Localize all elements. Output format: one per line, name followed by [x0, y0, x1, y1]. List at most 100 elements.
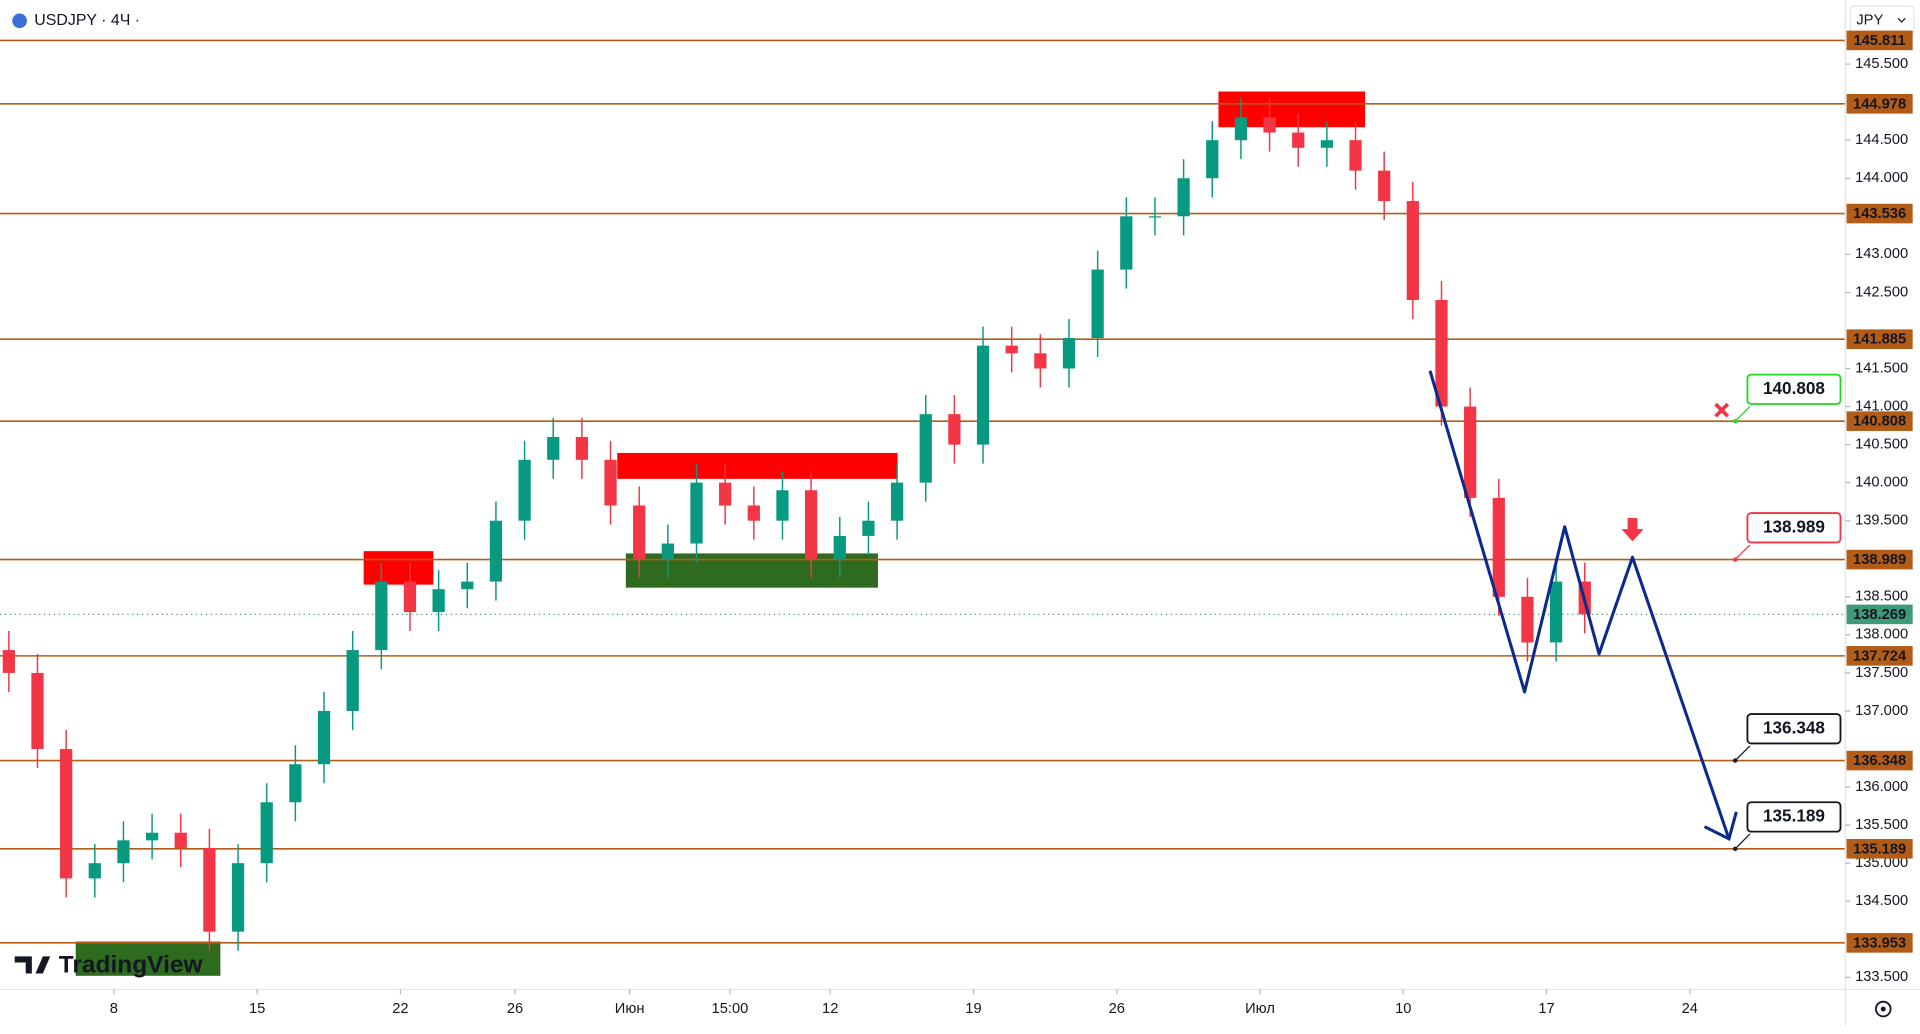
candle-body — [890, 482, 904, 521]
candle-body — [145, 832, 159, 841]
candle-body — [60, 749, 73, 879]
y-tick-label: 143.000 — [1855, 246, 1908, 262]
candle-body — [1034, 353, 1047, 369]
annotation-leader — [1734, 833, 1751, 850]
x-tick-label: 19 — [965, 1001, 981, 1017]
annotation-label: 140.808 — [1763, 378, 1825, 398]
y-tick-label: 138.500 — [1855, 589, 1908, 605]
level-label-box — [1846, 750, 1913, 771]
level-label-box — [1846, 94, 1913, 114]
level-label: 137.724 — [1853, 648, 1907, 664]
candle-body — [346, 650, 359, 711]
y-tick-label: 137.500 — [1855, 665, 1908, 681]
currency[interactable]: JPY — [1856, 13, 1883, 29]
candle-body — [432, 589, 445, 613]
candle-body — [1091, 269, 1104, 339]
candle-body — [604, 459, 617, 506]
candle-body — [117, 840, 130, 864]
candle-body — [862, 520, 875, 536]
symbol-header[interactable]: USDJPY · 4Ч · — [12, 12, 140, 29]
candle-body — [1263, 117, 1276, 133]
candle-body — [1435, 300, 1448, 407]
zone — [363, 551, 434, 585]
level-label: 138.989 — [1853, 552, 1906, 568]
annotation-anchor — [1732, 418, 1738, 424]
y-tick-label: 137.000 — [1855, 703, 1908, 719]
x-tick-label: 24 — [1682, 1001, 1698, 1017]
zone — [75, 941, 221, 976]
level-label: 144.978 — [1853, 96, 1906, 112]
level-label-box — [1846, 838, 1913, 859]
y-tick-label: 145.500 — [1855, 56, 1908, 72]
y-tick-label: 141.000 — [1855, 398, 1908, 414]
y-tick-label: 135.000 — [1855, 855, 1908, 871]
candle-body — [547, 436, 560, 460]
level-label: 143.536 — [1853, 206, 1906, 222]
last-price-box — [1846, 604, 1913, 625]
annotation-anchor — [1732, 846, 1738, 851]
candle-body — [317, 710, 331, 765]
level-label-box — [1846, 30, 1913, 51]
candle-body — [203, 847, 216, 932]
projection-arrowhead — [1703, 811, 1738, 842]
candle-body — [174, 832, 187, 848]
candle-body — [1062, 338, 1076, 369]
y-tick-label: 140.000 — [1855, 475, 1908, 491]
candle-body — [1206, 140, 1219, 179]
candle-body — [1177, 178, 1190, 217]
symbol-title[interactable]: USDJPY · 4Ч · — [34, 12, 140, 29]
candle-body — [88, 863, 101, 879]
y-tick-label: 142.500 — [1855, 284, 1908, 300]
y-tick-label: 144.500 — [1855, 132, 1908, 148]
y-tick-label: 136.000 — [1855, 779, 1908, 795]
candle-body — [375, 581, 388, 651]
projection-path — [1428, 370, 1731, 840]
dropdown-caret — [1897, 17, 1906, 23]
gear-icon[interactable] — [1875, 1000, 1892, 1018]
logo-text[interactable]: TradingView — [59, 952, 204, 979]
candle-body — [661, 543, 674, 559]
flag-icon — [12, 13, 27, 29]
settings-button[interactable] — [1875, 1000, 1892, 1018]
x-tick-label: 22 — [392, 1001, 408, 1017]
annotation-box — [1746, 713, 1842, 745]
candle-body — [1320, 140, 1333, 148]
candle-body — [1492, 497, 1505, 597]
candle-body — [1234, 117, 1248, 141]
candle-body — [1148, 216, 1162, 218]
level-label: 141.885 — [1853, 332, 1906, 348]
candle-body — [690, 482, 703, 544]
candle-body — [976, 345, 990, 445]
annotation-leader — [1734, 745, 1751, 762]
x-tick-label: 26 — [1109, 1001, 1125, 1017]
candle-body — [919, 414, 932, 483]
level-label-box — [1846, 646, 1913, 666]
candle-body — [575, 436, 589, 460]
y-tick-label: 134.500 — [1855, 893, 1908, 909]
level-label: 133.953 — [1853, 935, 1906, 951]
x-tick-label: Июн — [615, 1001, 645, 1017]
x-tick-label: 15 — [249, 1001, 265, 1017]
candle-body — [1378, 170, 1391, 202]
candle-body — [1292, 132, 1305, 148]
gear-center — [1880, 1006, 1886, 1012]
candle-body — [804, 490, 818, 559]
annotation-label: 135.189 — [1763, 805, 1825, 825]
logo[interactable]: TradingView — [14, 952, 204, 979]
annotation-box — [1746, 373, 1842, 405]
candle-body — [2, 650, 15, 673]
candle-body — [403, 581, 417, 613]
last-price-label: 138.269 — [1853, 607, 1906, 623]
candle-body — [747, 505, 760, 521]
candle-body — [260, 802, 273, 864]
annotation-anchor — [1732, 557, 1738, 562]
cancel-mark — [1714, 402, 1730, 418]
x-tick-label: 10 — [1395, 1001, 1411, 1017]
annotation-box — [1746, 801, 1842, 833]
candle-body — [1349, 140, 1362, 171]
x-tick-label: 8 — [110, 1001, 118, 1017]
x-tick-label: 17 — [1538, 1001, 1554, 1017]
candle-body — [1005, 345, 1018, 354]
